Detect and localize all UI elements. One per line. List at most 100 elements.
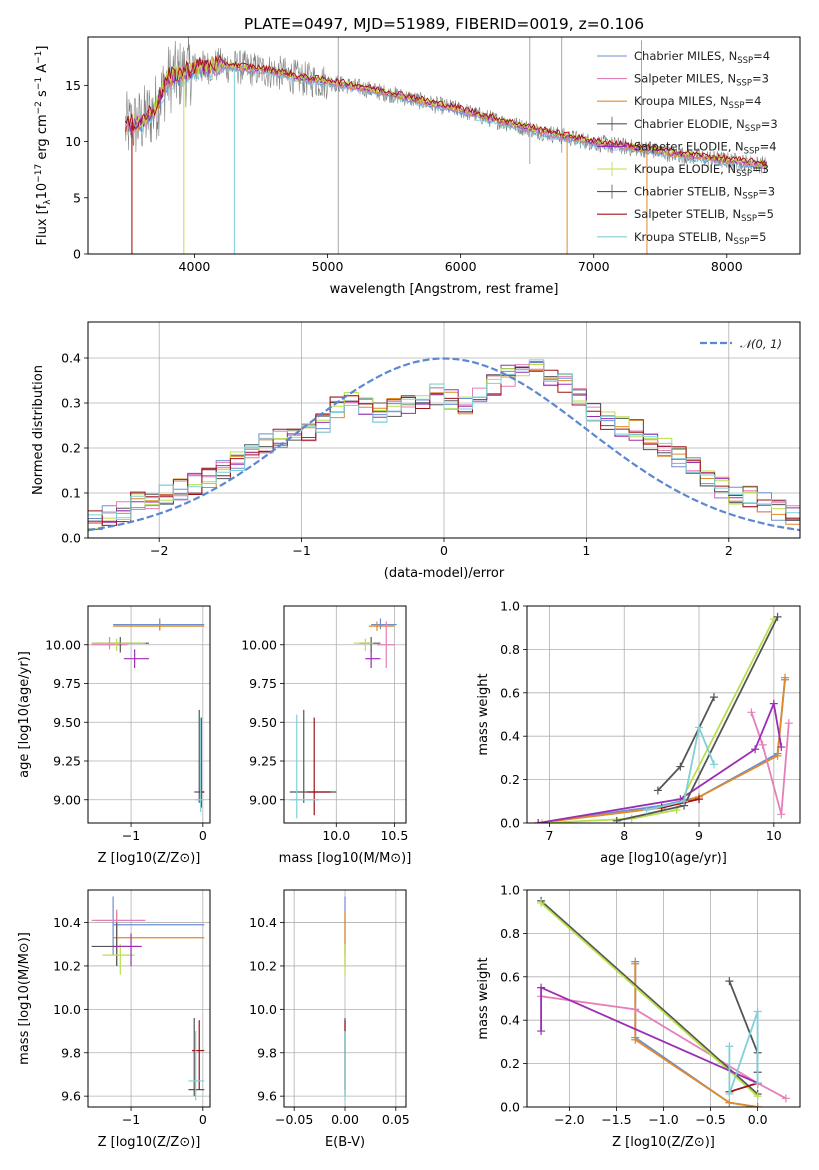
spectrum-ylabel-part: λ	[43, 199, 53, 205]
weight-vs-age-marker-kroupa-stelib	[709, 760, 718, 769]
weight-vs-Z-xtick-label: 0.0	[748, 1112, 768, 1127]
age-vs-Z-ytick-label: 10.00	[45, 637, 81, 652]
weight-vs-age-marker-salpeter-elodie	[751, 745, 760, 754]
residuals-ytick-label: 0.2	[61, 441, 81, 456]
spectrum-xtick-label: 7000	[578, 259, 610, 274]
mass-vs-ebv-ytick-label: 10.0	[249, 1002, 277, 1017]
legend-label-salpeter-stelib: Salpeter STELIB, NSSP=5	[634, 207, 774, 224]
weight-vs-Z-marker-kroupa-miles	[631, 1035, 640, 1044]
age-vs-mass-ytick-label: 10.00	[241, 637, 277, 652]
weight-vs-Z-ytick-label: 0.8	[500, 926, 520, 941]
spectrum-ylabel-part: −1	[34, 51, 44, 64]
age-vs-mass-frame	[283, 605, 407, 824]
weight-vs-age-xlabel: age [log10(age/yr)]	[600, 851, 727, 866]
residuals-ytick-label: 0.1	[61, 486, 81, 501]
legend-label-name: Kroupa ELODIE, N	[634, 162, 736, 176]
spectrum-model-line-salpeter-stelib	[124, 54, 767, 166]
age-vs-mass-ytick-label: 9.75	[249, 676, 277, 691]
mass-vs-ebv-frame	[283, 889, 407, 1108]
spectrum-series-group	[124, 37, 768, 254]
weight-vs-Z-marker-kroupa-stelib	[725, 1042, 734, 1051]
spectrum-xtick-label: 4000	[179, 259, 211, 274]
legend-label-kroupa-miles: Kroupa MILES, NSSP=4	[634, 94, 761, 111]
legend-label-kroupa-elodie: Kroupa ELODIE, NSSP=3	[634, 162, 769, 179]
age-vs-mass-ytick-label: 9.50	[249, 715, 277, 730]
weight-vs-age-marker-salpeter-elodie	[777, 743, 786, 752]
weight-vs-age-marker-chabrier-stelib	[612, 816, 621, 823]
mass-vs-Z-xlabel: Z [log10(Z/Z⊙)]	[98, 1135, 201, 1150]
legend-label-salpeter-miles: Salpeter MILES, NSSP=3	[634, 72, 769, 89]
spectrum-ylabel-part: −17	[34, 164, 44, 183]
legend-label-sub: SSP	[744, 146, 760, 156]
residuals-xtick-label: 1	[582, 543, 590, 558]
mass-vs-Z-ylabel: mass [log10(M/M⊙)]	[17, 932, 32, 1065]
weight-vs-age-line-salpeter-stelib	[661, 798, 700, 809]
legend-label-value: =3	[752, 72, 769, 86]
weight-vs-age-ytick-label: 1.0	[500, 599, 520, 614]
spectrum-ylabel-part: 10	[35, 183, 50, 200]
age-vs-Z-xtick-label: −1	[122, 828, 140, 843]
age-vs-mass-ytick-label: 9.00	[249, 792, 277, 807]
legend-label-name: Kroupa MILES, N	[634, 94, 729, 108]
mass-vs-ebv-xlabel: E(B-V)	[325, 1135, 365, 1150]
weight-vs-age-marker-salpeter-miles	[777, 810, 786, 819]
legend-label-sub: SSP	[745, 124, 761, 134]
age-vs-Z-frame	[87, 605, 211, 824]
age-vs-mass-xlabel: mass [log10(M/M⊙)]	[279, 851, 412, 866]
spectrum-ytick-label: 10	[65, 134, 81, 149]
residuals-ylabel: Normed distribution	[31, 365, 46, 495]
spectrum-ylabel-part: Flux [f	[35, 204, 50, 245]
age-vs-Z-points-group	[91, 618, 205, 813]
weight-vs-Z-ytick-label: 0.0	[500, 1100, 520, 1115]
age-vs-mass-xtick-label: 10.5	[380, 828, 408, 843]
weight-vs-Z-marker-salpeter-elodie	[537, 983, 546, 992]
weight-vs-Z-marker-salpeter-miles	[631, 1005, 640, 1014]
mass-vs-Z-ytick-label: 9.6	[61, 1089, 81, 1104]
legend-label-sub: SSP	[734, 237, 750, 247]
weight-vs-Z-line-chabrier-stelib	[728, 980, 759, 1073]
legend-label-chabrier-elodie: Chabrier ELODIE, NSSP=3	[634, 117, 778, 134]
mass-vs-ebv-axes: −0.05 0.00 0.05 9.6 9.8 10.0 10.2 10.4	[249, 890, 410, 1127]
weight-vs-age-marker-chabrier-elodie	[709, 693, 718, 702]
spectrum-ytick-label: 0	[73, 247, 81, 262]
spectrum-xtick-label: 5000	[312, 259, 344, 274]
legend-label-chabrier-miles: Chabrier MILES, NSSP=4	[634, 49, 770, 66]
spectrum-title: PLATE=0497, MJD=51989, FIBERID=0019, z=0…	[244, 15, 644, 33]
age-vs-mass-xtick-label: 10.0	[322, 828, 350, 843]
residuals-legend-label: 𝒩(0, 1)	[740, 337, 782, 351]
legend-label-name: Chabrier MILES, N	[634, 49, 737, 63]
age-vs-mass-ytick-label: 9.25	[249, 754, 277, 769]
weight-vs-age-xtick-label: 7	[545, 828, 553, 843]
spectrum-ylabel-part: A	[35, 64, 50, 77]
legend-label-name: Chabrier STELIB, N	[634, 185, 742, 199]
weight-vs-age-series-group	[534, 612, 793, 823]
spectrum-xtick-label: 6000	[445, 259, 477, 274]
mass-vs-ebv-ytick-label: 9.6	[257, 1089, 277, 1104]
mass-vs-Z-frame	[87, 889, 211, 1108]
weight-vs-age-marker-kroupa-elodie	[537, 819, 546, 823]
age-vs-Z-ylabel: age [log10(age/yr)]	[17, 651, 32, 778]
legend-label-sub: SSP	[736, 79, 752, 89]
weight-vs-age-xtick-label: 8	[620, 828, 628, 843]
weight-vs-Z-ytick-label: 1.0	[500, 883, 520, 898]
weight-vs-age-line-kroupa-elodie	[541, 618, 775, 823]
age-vs-mass-axes: 10.0 10.5 9.00 9.25 9.50 9.75 10.00	[241, 606, 408, 843]
mass-vs-Z-ytick-label: 10.2	[53, 958, 81, 973]
legend-label-value: =4	[760, 139, 777, 153]
weight-vs-age-frame	[526, 605, 801, 824]
weight-vs-Z-ytick-label: 0.6	[500, 969, 520, 984]
legend-label-name: Salpeter ELODIE, N	[634, 139, 744, 153]
weight-vs-age-marker-kroupa-stelib	[695, 723, 704, 732]
residuals-xtick-label: 0	[440, 543, 448, 558]
legend-label-value: =4	[753, 49, 770, 63]
legend-label-name: Chabrier ELODIE, N	[634, 117, 745, 131]
spectrum-ylabel-part: −1	[34, 77, 44, 90]
weight-vs-age-ytick-label: 0.6	[500, 685, 520, 700]
weight-vs-Z-ytick-label: 0.4	[500, 1013, 520, 1028]
legend-label-name: Kroupa STELIB, N	[634, 230, 734, 244]
legend-label-value: =5	[749, 230, 766, 244]
age-vs-Z-ytick-label: 9.25	[53, 754, 81, 769]
weight-vs-Z-line-chabrier-elodie	[540, 900, 759, 1095]
